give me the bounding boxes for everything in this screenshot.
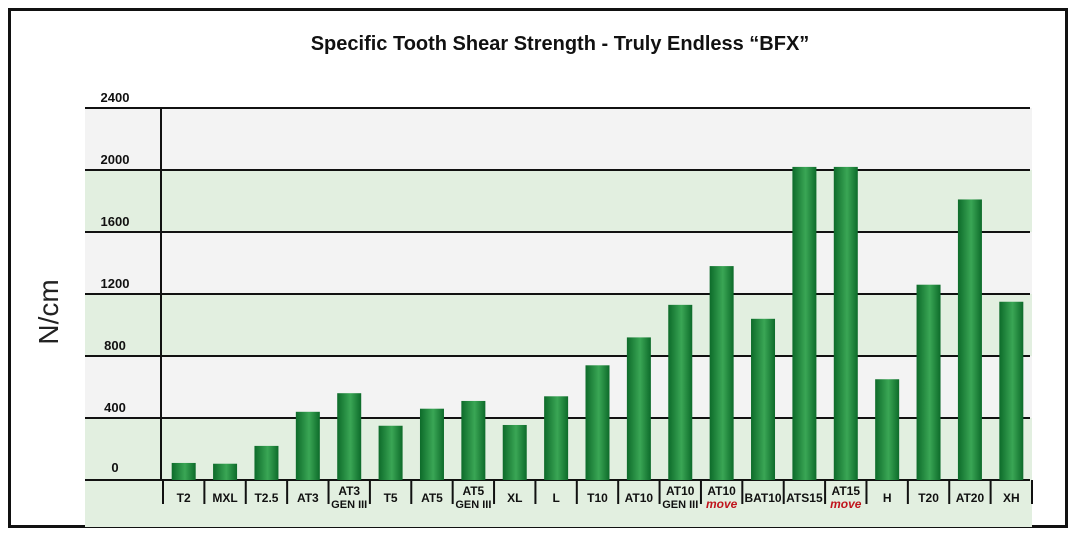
chart-title: Specific Tooth Shear Strength - Truly En… [311,33,810,55]
bar-5 [378,425,403,480]
bar-9 [544,396,569,480]
label-band [85,480,1032,527]
x-tick-label-18: T20 [918,491,939,505]
bar-13 [709,266,734,480]
bar-17 [875,379,900,480]
bar-16 [833,166,858,480]
bar-0 [171,462,196,480]
x-tick-label-3: AT3 [297,491,319,505]
bar-11 [626,337,651,480]
y-tick-2400: 2400 [101,90,130,105]
bar-1 [213,463,238,480]
y-axis-label: N/cm [33,279,64,344]
x-tick-label-8: XL [507,491,522,505]
x-tick-label-16: AT15 [832,484,861,498]
bars [171,166,1024,480]
x-tick-label-6: AT5 [421,491,443,505]
band-5 [85,108,1032,170]
y-tick-1200: 1200 [101,276,130,291]
y-tick-1600: 1600 [101,214,130,229]
x-tick-sublabel-7: GEN III [455,499,491,511]
bar-20 [999,301,1024,480]
x-tick-label-10: T10 [587,491,608,505]
bar-4 [337,393,362,480]
y-tick-2000: 2000 [101,152,130,167]
x-tick-label-15: ATS15 [786,491,823,505]
x-tick-label-2: T2.5 [254,491,278,505]
x-tick-sublabel-13: move [706,497,738,511]
band-4 [85,170,1032,232]
bar-14 [751,318,776,480]
x-tick-sublabel-4: GEN III [331,499,367,511]
x-tick-label-5: T5 [384,491,398,505]
x-tick-sublabel-16: move [830,497,862,511]
x-tick-label-17: H [883,491,892,505]
x-tick-label-13: AT10 [707,484,736,498]
x-tick-label-0: T2 [177,491,191,505]
y-tick-0: 0 [111,460,118,475]
x-tick-label-9: L [552,491,559,505]
x-tick-label-1: MXL [212,491,237,505]
band-3 [85,232,1032,294]
x-tick-label-11: AT10 [625,491,654,505]
x-tick-sublabel-12: GEN III [662,499,698,511]
y-tick-400: 400 [104,400,126,415]
x-tick-label-20: XH [1003,491,1020,505]
bar-18 [916,284,941,480]
bar-2 [254,445,279,480]
x-tick-label-19: AT20 [956,491,985,505]
bar-12 [668,304,693,480]
bar-15 [792,166,817,480]
x-tick-label-7: AT5 [462,484,484,498]
bar-7 [461,400,486,480]
bar-8 [502,424,527,480]
bar-6 [419,408,444,480]
x-tick-label-4: AT3 [338,484,360,498]
bar-10 [585,365,610,480]
x-tick-label-12: AT10 [666,484,695,498]
y-tick-labels: 0 400 800 1200 1600 2000 2400 [101,90,130,475]
y-tick-800: 800 [104,338,126,353]
background-bands [85,108,1032,527]
bar-3 [295,411,320,480]
x-tick-label-14: BAT10 [744,491,781,505]
band-2 [85,294,1032,356]
bar-19 [957,199,982,480]
